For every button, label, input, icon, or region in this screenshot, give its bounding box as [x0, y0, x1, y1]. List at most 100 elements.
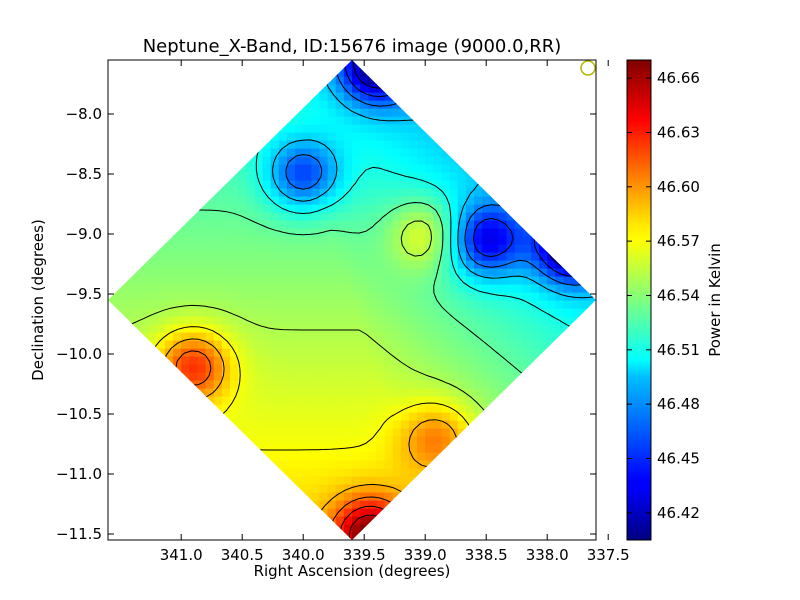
heat-cell — [238, 436, 247, 445]
heat-cell — [563, 92, 573, 101]
heat-cell — [148, 108, 158, 117]
heat-cell — [376, 212, 386, 221]
heat-cell — [116, 316, 125, 325]
heat-cell — [571, 124, 581, 133]
heat-cell — [530, 396, 540, 405]
heat-cell — [108, 172, 117, 181]
heat-cell — [295, 212, 304, 221]
heat-cell — [408, 444, 418, 453]
heat-cell — [254, 116, 264, 125]
heat-cell — [230, 204, 239, 213]
heat-cell — [205, 484, 215, 493]
heat-cell — [156, 140, 166, 149]
heat-cell — [278, 108, 288, 117]
heat-cell — [270, 364, 280, 373]
heat-cell — [474, 428, 483, 437]
heat-cell — [124, 292, 133, 301]
heat-cell — [148, 300, 158, 309]
heat-cell — [116, 220, 125, 229]
heat-cell — [116, 372, 125, 381]
heat-cell — [278, 172, 288, 181]
heat-cell — [173, 316, 182, 325]
heat-cell — [343, 476, 353, 485]
heat-cell — [417, 284, 426, 293]
heat-cell — [474, 276, 483, 285]
heat-cell — [449, 116, 459, 125]
heat-cell — [140, 364, 150, 373]
heat-cell — [124, 228, 133, 237]
heat-cell — [555, 308, 565, 317]
heat-cell — [360, 76, 369, 85]
heat-cell — [303, 132, 312, 141]
heat-cell — [205, 148, 215, 157]
heat-cell — [360, 500, 369, 509]
heat-cell — [164, 388, 174, 397]
heat-cell — [286, 276, 296, 285]
heat-cell — [506, 196, 516, 205]
heat-cell — [474, 92, 483, 101]
heat-cell — [254, 68, 264, 77]
heat-cell — [221, 348, 231, 357]
heat-cell — [433, 220, 443, 229]
heat-cell — [465, 108, 475, 117]
heat-cell — [108, 460, 117, 469]
heat-cell — [270, 276, 280, 285]
heat-cell — [132, 468, 142, 477]
heat-cell — [197, 316, 207, 325]
heat-cell — [482, 436, 491, 445]
heat-cell — [295, 332, 304, 341]
heat-cell — [539, 236, 548, 245]
heat-cell — [156, 372, 166, 381]
y-axis-label: Declination (degrees) — [29, 219, 47, 381]
heat-cell — [156, 204, 166, 213]
heat-cell — [539, 420, 548, 429]
heat-cell — [148, 484, 158, 493]
heat-cell — [124, 316, 133, 325]
heat-cell — [116, 516, 125, 525]
heat-cell — [474, 508, 483, 517]
heat-cell — [555, 332, 565, 341]
heat-cell — [343, 332, 353, 341]
heat-cell — [230, 324, 239, 333]
heat-cell — [156, 76, 166, 85]
heat-cell — [254, 340, 264, 349]
heat-cell — [140, 76, 150, 85]
heat-cell — [205, 188, 215, 197]
heat-cell — [498, 124, 508, 133]
heat-cell — [238, 260, 247, 269]
heat-cell — [221, 500, 231, 509]
heat-cell — [286, 292, 296, 301]
heat-cell — [417, 76, 426, 85]
heat-cell — [140, 332, 150, 341]
heat-cell — [270, 508, 280, 517]
heat-cell — [303, 356, 312, 365]
heat-cell — [457, 252, 467, 261]
heat-cell — [449, 364, 459, 373]
heat-cell — [286, 228, 296, 237]
heat-cell — [116, 452, 125, 461]
heat-cell — [148, 132, 158, 141]
heat-cell — [376, 412, 386, 421]
heat-cell — [221, 444, 231, 453]
heat-cell — [417, 316, 426, 325]
heat-cell — [116, 324, 125, 333]
heat-cell — [579, 204, 589, 213]
heat-cell — [384, 260, 394, 269]
heat-cell — [587, 124, 596, 133]
heat-cell — [156, 156, 166, 165]
heat-cell — [474, 284, 483, 293]
heat-cell — [164, 60, 174, 69]
heat-cell — [124, 484, 133, 493]
heat-cell — [408, 308, 418, 317]
heat-cell — [148, 228, 158, 237]
heat-cell — [270, 428, 280, 437]
heat-cell — [433, 340, 443, 349]
heat-cell — [124, 124, 133, 133]
heat-cell — [425, 60, 434, 69]
heat-cell — [148, 236, 158, 245]
heat-cell — [433, 196, 443, 205]
heat-cell — [173, 260, 182, 269]
heat-cell — [587, 252, 596, 261]
heat-cell — [254, 484, 264, 493]
heat-cell — [213, 92, 223, 101]
